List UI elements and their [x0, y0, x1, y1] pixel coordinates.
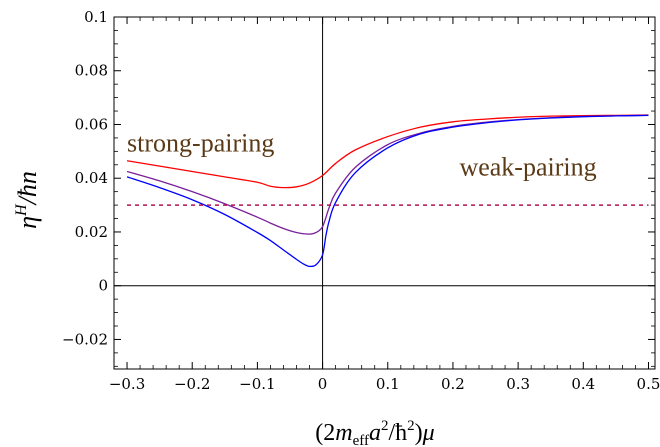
- plot-frame: [113, 16, 656, 370]
- x-tick-label: −0.2: [174, 375, 210, 393]
- y-tick-label: −0.02: [62, 330, 108, 348]
- y-tick-label: 0.04: [75, 169, 108, 187]
- annotations: strong-pairing weak-pairing: [127, 128, 597, 181]
- x-tick-label: 0.2: [441, 375, 465, 393]
- y-tick-label: 0.02: [75, 223, 108, 241]
- zero-lines: [114, 17, 655, 369]
- series-line-2: [126, 114, 649, 268]
- x-tick-label: −0.3: [109, 375, 145, 393]
- y-tick-label: 0.06: [75, 115, 108, 133]
- x-tick-label: 0: [318, 375, 328, 393]
- y-tick-label: 0.1: [84, 8, 108, 26]
- tick-labels: −0.3 −0.2 −0.1 0 0.1 0.2 0.3 0.4 0.5 −0.02 0 0.02 0.…: [62, 8, 660, 393]
- series-line-0: [126, 114, 649, 189]
- annotation-0: strong-pairing: [127, 128, 274, 157]
- y-tick-label: 0: [98, 277, 108, 295]
- y-tick-label: 0.08: [75, 62, 108, 80]
- y-axis-title: ηH/ħn: [13, 171, 42, 229]
- x-tick-label: −0.1: [239, 375, 275, 393]
- x-axis-title: (2meffa2/ħ2)μ: [315, 418, 434, 447]
- annotation-1: weak-pairing: [459, 153, 596, 182]
- x-tick-label: 0.1: [376, 375, 400, 393]
- x-tick-label: 0.3: [506, 375, 530, 393]
- x-tick-label: 0.4: [571, 375, 595, 393]
- ticks: [114, 16, 655, 369]
- x-tick-label: 0.5: [637, 375, 660, 393]
- series-layer: [126, 114, 649, 268]
